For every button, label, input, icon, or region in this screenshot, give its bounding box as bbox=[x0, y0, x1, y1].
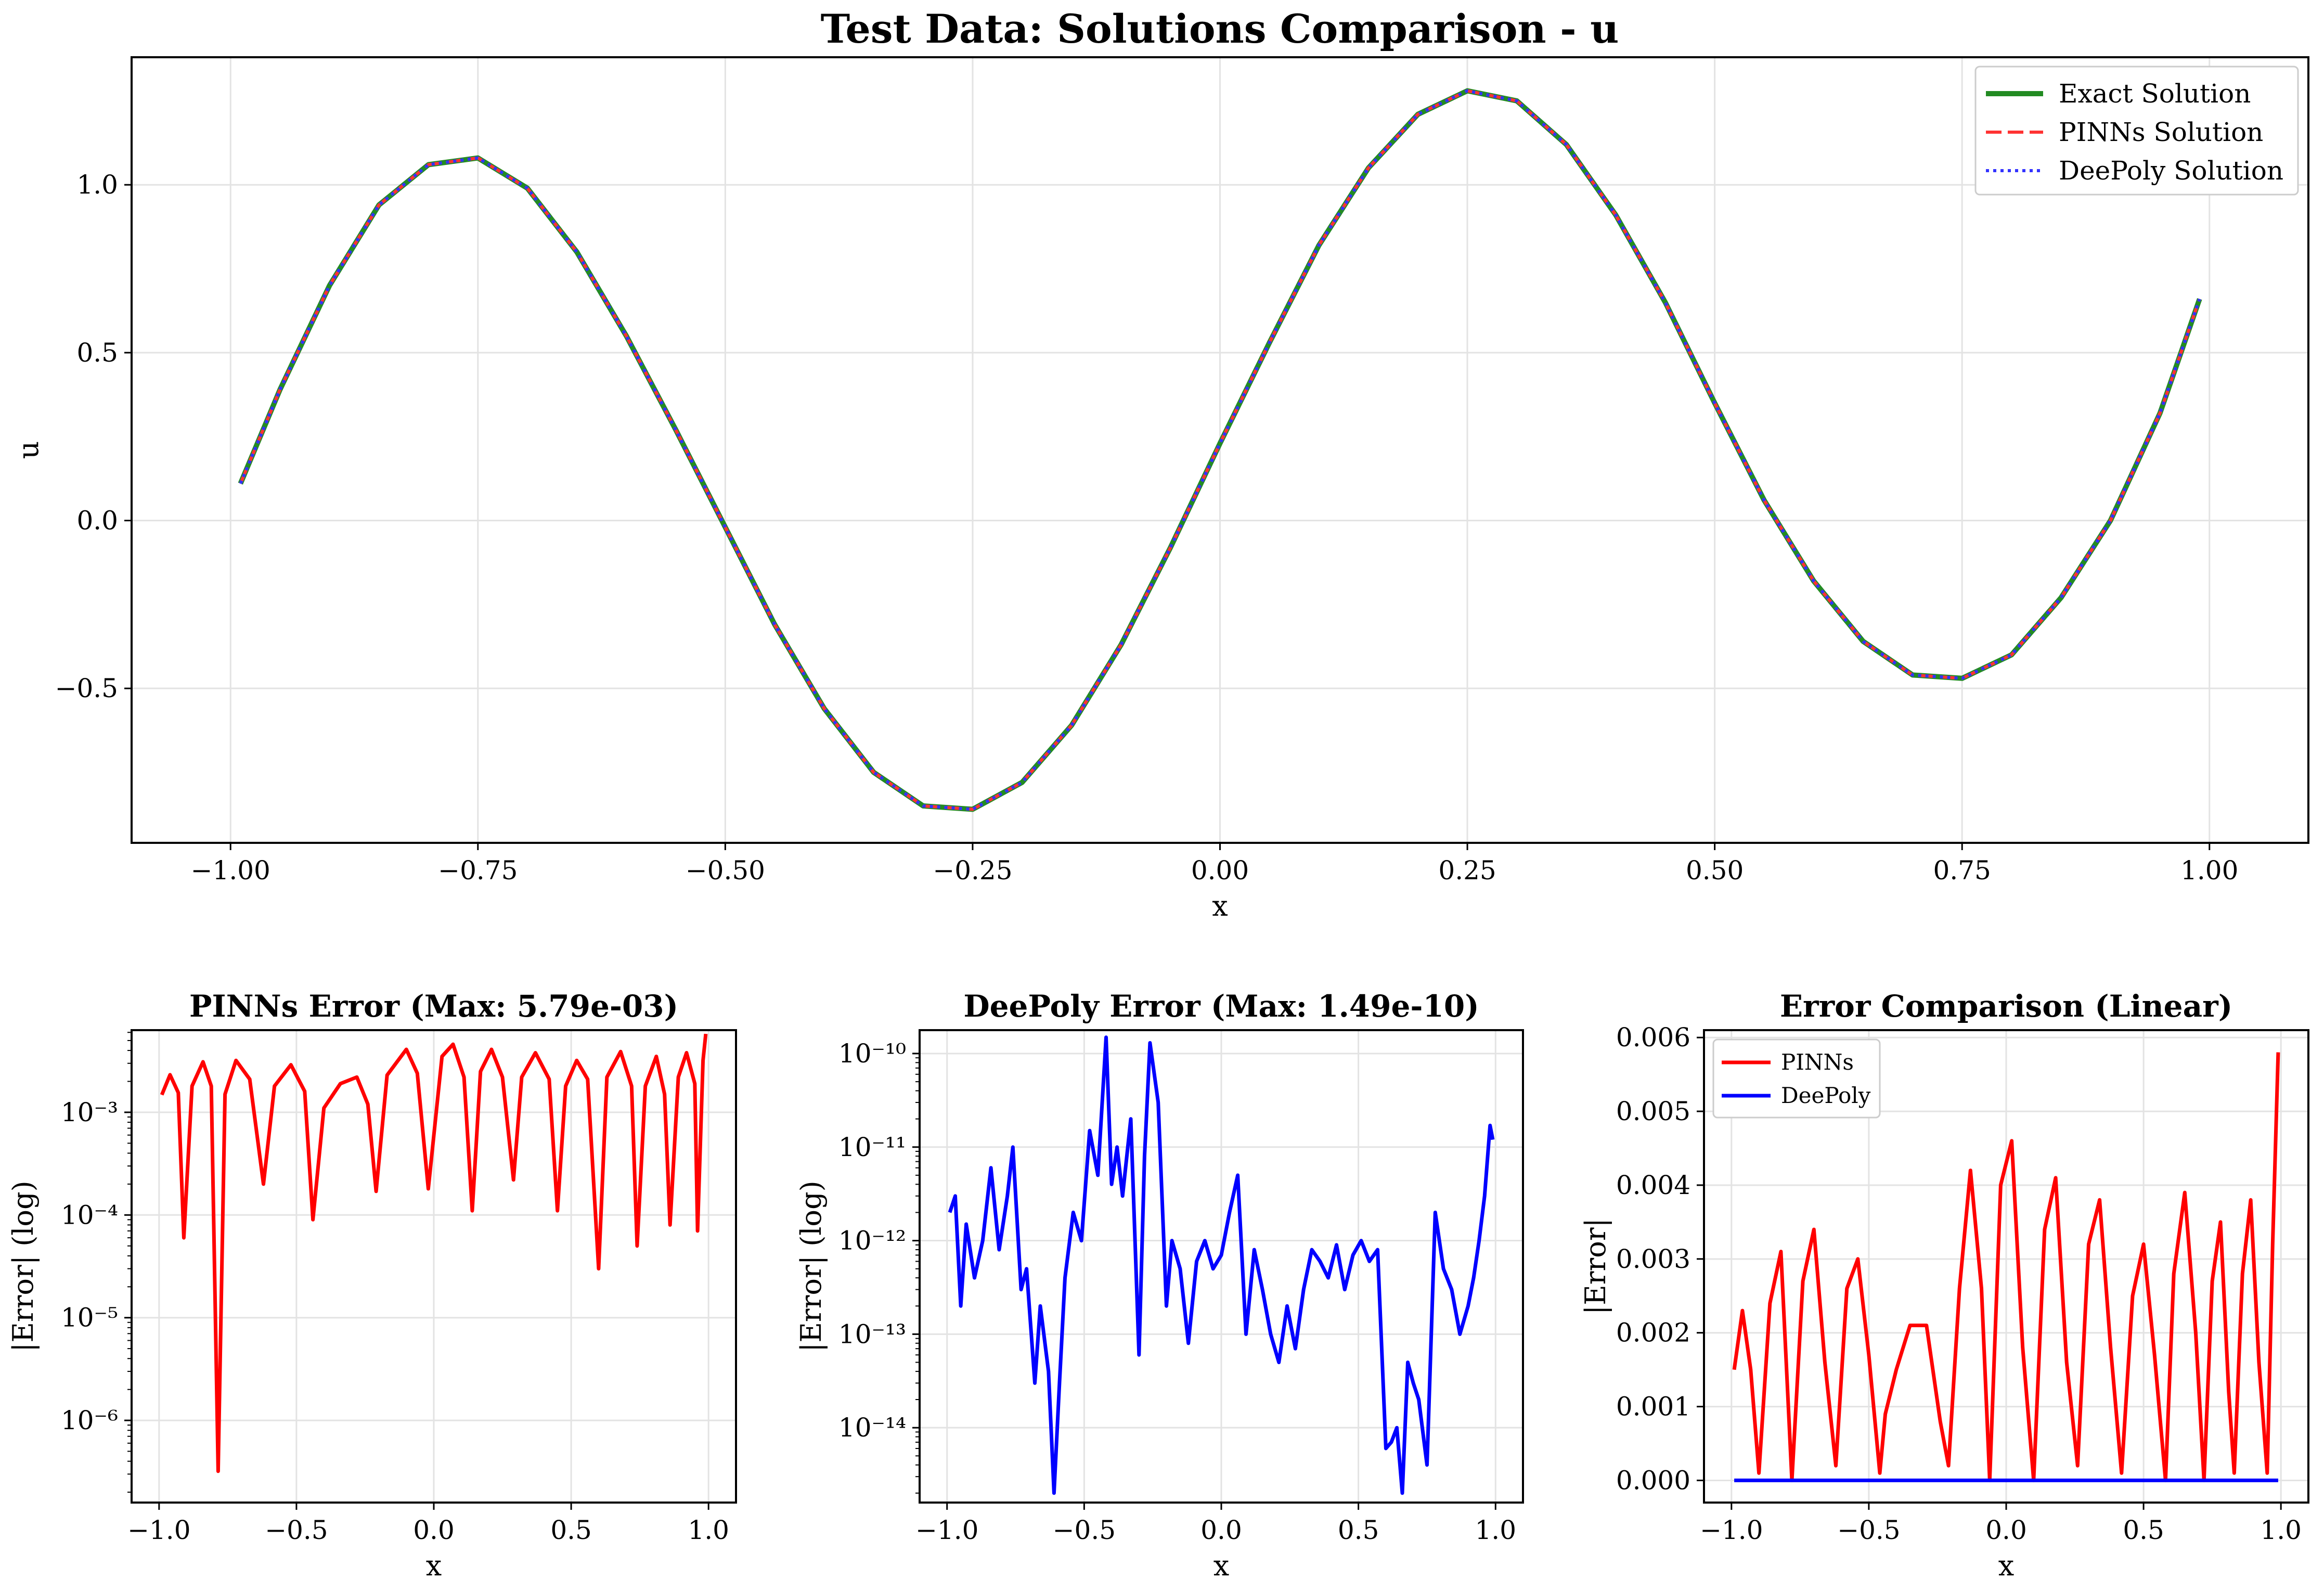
axes-title: Error Comparison (Linear) bbox=[1780, 989, 2232, 1024]
y-axis-label: u bbox=[12, 441, 45, 459]
x-tick-label: 0.0 bbox=[1200, 1515, 1242, 1545]
y-tick-label: 0.000 bbox=[1616, 1465, 1690, 1495]
x-tick-label: 0.5 bbox=[2123, 1515, 2164, 1545]
axes-frame bbox=[1703, 1029, 2309, 1504]
x-axis-label: x bbox=[426, 1549, 442, 1582]
y-tick-label: 1.0 bbox=[76, 170, 118, 200]
y-tick-label: 0.003 bbox=[1616, 1244, 1690, 1274]
legend-box bbox=[1974, 66, 2299, 196]
series-group bbox=[1732, 1052, 2280, 1482]
legend-label: PINNs Solution bbox=[2059, 117, 2263, 147]
axes-frame bbox=[131, 56, 2309, 844]
x-tick-label: −1.0 bbox=[915, 1515, 978, 1545]
x-axis-label: x bbox=[1998, 1549, 2014, 1582]
series-line-pinns bbox=[160, 1033, 708, 1473]
axes-frame bbox=[131, 1029, 737, 1504]
y-tick-label: 10⁻⁵ bbox=[61, 1303, 118, 1333]
x-tick-label: −0.50 bbox=[686, 855, 765, 886]
x-tick-label: −0.5 bbox=[1837, 1515, 1900, 1545]
x-tick-label: 0.0 bbox=[1985, 1515, 2027, 1545]
series-line-deepoly bbox=[948, 1035, 1495, 1495]
x-tick-label: −1.0 bbox=[127, 1515, 190, 1545]
error-comparison-axes: −1.0 −0.5 0.0 0.5 1.0 0.000 0.001 0.002 0.003 0.0… bbox=[1579, 989, 2309, 1582]
x-tick-label: 1.0 bbox=[1475, 1515, 1517, 1545]
series-group bbox=[238, 88, 2202, 812]
y-tick-label: 0.002 bbox=[1616, 1318, 1690, 1348]
series-line-pinns-solution bbox=[239, 89, 2201, 811]
x-tick-label: 0.0 bbox=[413, 1515, 455, 1545]
axes-title: DeePoly Error (Max: 1.49e-10) bbox=[963, 989, 1479, 1024]
y-tick-label: 10⁻⁶ bbox=[61, 1405, 118, 1435]
x-tick-label: 0.25 bbox=[1438, 855, 1496, 886]
legend: PINNs DeePoly bbox=[1712, 1038, 1881, 1119]
x-tick-label: 0.5 bbox=[550, 1515, 592, 1545]
x-tick-label: −0.5 bbox=[1053, 1515, 1116, 1545]
legend-label: DeePoly Solution bbox=[2059, 156, 2283, 186]
y-tick-label: −0.5 bbox=[55, 673, 118, 703]
x-tick-label: 1.0 bbox=[2260, 1515, 2302, 1545]
y-tick-label: 10⁻¹⁰ bbox=[838, 1038, 906, 1069]
x-tick-label: 1.00 bbox=[2180, 855, 2238, 886]
y-tick-label: 0.006 bbox=[1616, 1022, 1690, 1053]
y-tick-label: 0.004 bbox=[1616, 1170, 1690, 1200]
x-tick-label: −0.75 bbox=[438, 855, 518, 886]
y-axis-label: |Error| (log) bbox=[795, 1181, 828, 1352]
series-group bbox=[948, 1035, 1495, 1495]
legend-label: DeePoly bbox=[1781, 1083, 1871, 1108]
legend-label: PINNs bbox=[1781, 1049, 1854, 1075]
y-tick-label: 10⁻¹⁴ bbox=[838, 1413, 906, 1443]
x-tick-label: 0.00 bbox=[1191, 855, 1249, 886]
y-tick-label: 0.5 bbox=[76, 338, 118, 368]
x-tick-label: 1.0 bbox=[688, 1515, 729, 1545]
figure-title: Test Data: Solutions Comparison - u bbox=[821, 6, 1619, 52]
x-tick-label: −0.25 bbox=[933, 855, 1012, 886]
y-tick-label: 10⁻¹¹ bbox=[838, 1132, 906, 1162]
x-tick-label: 0.5 bbox=[1338, 1515, 1379, 1545]
x-tick-label: 0.50 bbox=[1686, 855, 1744, 886]
deepoly-error-axes: −1.0 −0.5 0.0 0.5 1.0 10⁻¹⁴ 10⁻¹³ 10⁻¹² 10⁻¹¹ 10⁻… bbox=[795, 989, 1524, 1582]
y-tick-label: 10⁻⁴ bbox=[61, 1200, 118, 1230]
axes-frame bbox=[919, 1029, 1524, 1504]
pinns-error-axes: −1.0 −0.5 0.0 0.5 1.0 10⁻⁶ 10⁻⁵ 10⁻⁴ 10⁻³ PINNs E… bbox=[7, 989, 737, 1582]
y-tick-label: 0.0 bbox=[76, 506, 118, 536]
y-axis-label: |Error| (log) bbox=[7, 1181, 40, 1352]
y-axis-label: |Error| bbox=[1579, 1218, 1612, 1315]
x-axis-label: x bbox=[1213, 1549, 1229, 1582]
series-group bbox=[160, 1033, 708, 1473]
y-tick-label: 0.005 bbox=[1616, 1096, 1690, 1126]
legend: Exact Solution PINNs Solution DeePoly Solu… bbox=[1974, 66, 2299, 196]
y-tick-label: 0.001 bbox=[1616, 1392, 1690, 1422]
x-tick-label: −1.0 bbox=[1700, 1515, 1763, 1545]
x-tick-label: −1.00 bbox=[191, 855, 270, 886]
legend-box bbox=[1712, 1038, 1881, 1119]
axes-title: PINNs Error (Max: 5.79e-03) bbox=[189, 989, 678, 1024]
x-tick-label: −0.5 bbox=[265, 1515, 328, 1545]
x-axis-label: x bbox=[1212, 890, 1228, 922]
y-tick-label: 10⁻¹³ bbox=[838, 1319, 906, 1349]
main-solution-axes: −1.00 −0.75 −0.50 −0.25 0.00 0.25 0.50 0.75 1.00… bbox=[12, 56, 2309, 922]
series-line-pinns bbox=[1732, 1052, 2280, 1482]
y-tick-label: 10⁻³ bbox=[61, 1097, 118, 1127]
x-tick-label: 0.75 bbox=[1933, 855, 1991, 886]
y-tick-label: 10⁻¹² bbox=[838, 1226, 906, 1256]
legend-label: Exact Solution bbox=[2059, 79, 2251, 109]
